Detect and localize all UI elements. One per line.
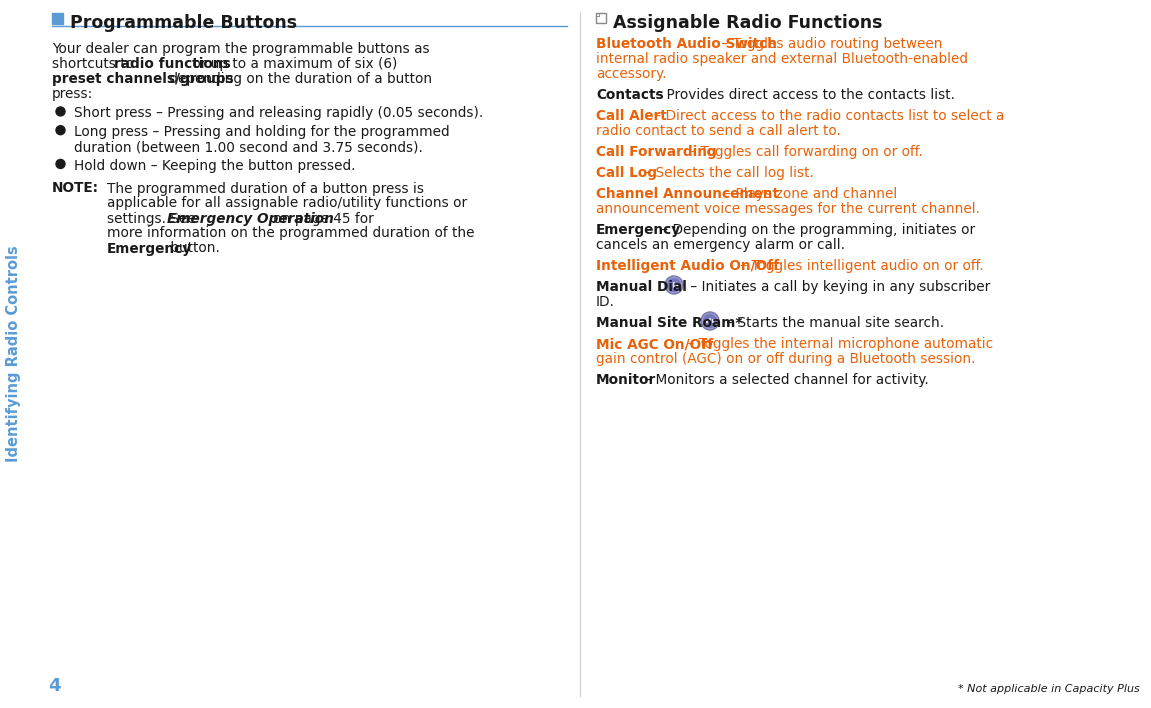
- Text: radio functions: radio functions: [114, 57, 230, 71]
- Text: gain control (AGC) on or off during a Bluetooth session.: gain control (AGC) on or off during a Bl…: [596, 352, 976, 366]
- Text: 4: 4: [48, 677, 61, 695]
- Text: – Toggles the internal microphone automatic: – Toggles the internal microphone automa…: [683, 337, 993, 351]
- Text: Emergency: Emergency: [107, 241, 192, 256]
- Text: Your dealer can program the programmable buttons as: Your dealer can program the programmable…: [52, 42, 429, 56]
- Ellipse shape: [701, 312, 719, 330]
- Text: Call Log: Call Log: [596, 166, 657, 180]
- Text: applicable for all assignable radio/utility functions or: applicable for all assignable radio/util…: [107, 197, 467, 210]
- Circle shape: [56, 126, 64, 135]
- Text: – Direct access to the radio contacts list to select a: – Direct access to the radio contacts li…: [650, 109, 1005, 123]
- Text: Mic AGC On/Off: Mic AGC On/Off: [596, 337, 714, 351]
- Text: announcement voice messages for the current channel.: announcement voice messages for the curr…: [596, 202, 980, 216]
- Text: Emergency: Emergency: [596, 223, 681, 237]
- Ellipse shape: [665, 276, 683, 294]
- Bar: [52, 13, 63, 24]
- Text: accessory.: accessory.: [596, 67, 666, 81]
- Text: Short press – Pressing and releasing rapidly (0.05 seconds).: Short press – Pressing and releasing rap…: [74, 106, 483, 120]
- Text: Manual Site Roam*: Manual Site Roam*: [596, 316, 742, 330]
- Text: The programmed duration of a button press is: The programmed duration of a button pres…: [107, 181, 424, 195]
- Text: Bluetooth Audio Switch: Bluetooth Audio Switch: [596, 37, 777, 51]
- Circle shape: [56, 107, 64, 116]
- Text: on page 45 for: on page 45 for: [269, 212, 374, 226]
- Text: – Plays zone and channel: – Plays zone and channel: [721, 187, 898, 201]
- Text: internal radio speaker and external Bluetooth-enabled: internal radio speaker and external Blue…: [596, 52, 968, 66]
- Text: NOTE:: NOTE:: [52, 181, 99, 195]
- Ellipse shape: [666, 278, 681, 292]
- Text: * Not applicable in Capacity Plus: * Not applicable in Capacity Plus: [959, 684, 1139, 694]
- Text: cancels an emergency alarm or call.: cancels an emergency alarm or call.: [596, 238, 845, 252]
- Text: Assignable Radio Functions: Assignable Radio Functions: [613, 14, 883, 32]
- Text: Contacts: Contacts: [596, 88, 664, 102]
- Text: ID.: ID.: [596, 295, 615, 309]
- Text: Long press – Pressing and holding for the programmed: Long press – Pressing and holding for th…: [74, 125, 450, 139]
- Text: – Selects the call log list.: – Selects the call log list.: [640, 166, 814, 180]
- Text: Monitor: Monitor: [596, 373, 656, 387]
- Ellipse shape: [703, 314, 717, 328]
- Text: – Toggles call forwarding on or off.: – Toggles call forwarding on or off.: [685, 145, 923, 159]
- Text: – Provides direct access to the contacts list.: – Provides direct access to the contacts…: [651, 88, 955, 102]
- Text: button.: button.: [166, 241, 220, 256]
- Text: more information on the programmed duration of the: more information on the programmed durat…: [107, 227, 474, 241]
- Text: – Depending on the programming, initiates or: – Depending on the programming, initiate…: [657, 223, 975, 237]
- Text: – Toggles audio routing between: – Toggles audio routing between: [717, 37, 943, 51]
- Text: – Initiates a call by keying in any subscriber: – Initiates a call by keying in any subs…: [686, 280, 990, 294]
- Text: Emergency Operation: Emergency Operation: [167, 212, 334, 226]
- Text: Manual Dial: Manual Dial: [596, 280, 687, 294]
- Text: – Toggles intelligent audio on or off.: – Toggles intelligent audio on or off.: [735, 259, 984, 273]
- Text: Hold down – Keeping the button pressed.: Hold down – Keeping the button pressed.: [74, 159, 356, 173]
- Text: shortcuts to: shortcuts to: [52, 57, 138, 71]
- Text: Identifying Radio Controls: Identifying Radio Controls: [7, 246, 22, 462]
- Bar: [596, 13, 605, 23]
- Text: Intelligent Audio On/Off: Intelligent Audio On/Off: [596, 259, 779, 273]
- Text: radio contact to send a call alert to.: radio contact to send a call alert to.: [596, 124, 841, 138]
- Text: or up to a maximum of six (6): or up to a maximum of six (6): [188, 57, 397, 71]
- Text: press:: press:: [52, 87, 93, 101]
- Text: Call Alert: Call Alert: [596, 109, 666, 123]
- Text: Programmable Buttons: Programmable Buttons: [70, 14, 297, 32]
- Text: – Starts the manual site search.: – Starts the manual site search.: [722, 316, 944, 330]
- Text: depending on the duration of a button: depending on the duration of a button: [165, 72, 432, 86]
- Text: preset channels/groups: preset channels/groups: [52, 72, 234, 86]
- Text: Channel Announcement: Channel Announcement: [596, 187, 779, 201]
- Text: settings. See: settings. See: [107, 212, 200, 226]
- Text: Call Forwarding: Call Forwarding: [596, 145, 717, 159]
- Text: – Monitors a selected channel for activity.: – Monitors a selected channel for activi…: [640, 373, 929, 387]
- Text: duration (between 1.00 second and 3.75 seconds).: duration (between 1.00 second and 3.75 s…: [74, 140, 422, 154]
- Circle shape: [56, 159, 64, 169]
